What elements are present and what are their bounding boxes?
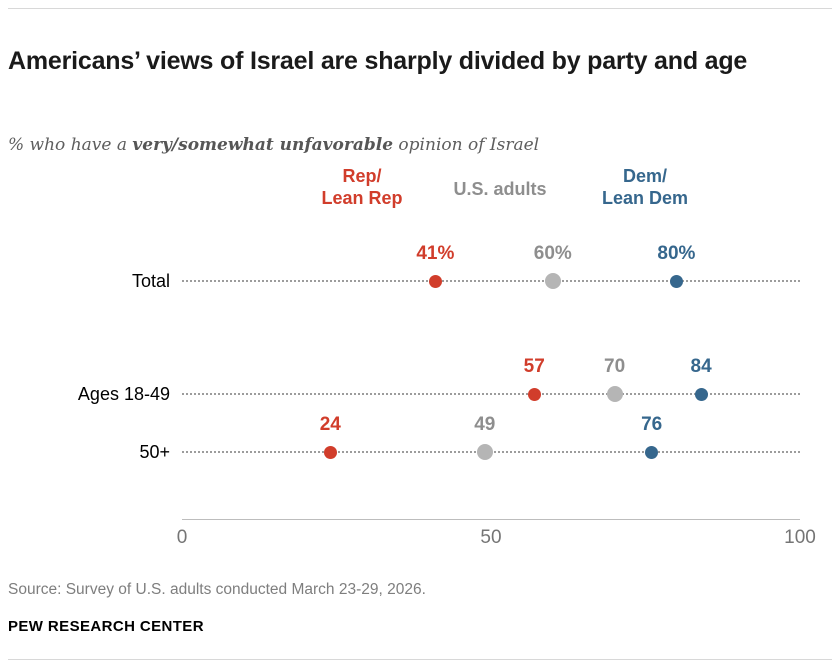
top-rule — [8, 8, 832, 9]
legend-dem-lean-dem: Dem/Lean Dem — [602, 166, 688, 210]
dot-rep-lean-rep — [527, 387, 541, 401]
dot-u-s-adults — [606, 386, 623, 402]
legend-line: Lean Dem — [601, 187, 689, 208]
legend-line: Lean Rep — [321, 187, 403, 208]
leader-line — [182, 393, 800, 395]
axis-tick: 0 — [176, 527, 188, 548]
leader-line — [182, 280, 800, 282]
dot-dem-lean-dem — [669, 274, 683, 288]
page-title: Americans’ views of Israel are sharply d… — [8, 46, 748, 75]
value-label: 70 — [604, 356, 626, 377]
row-label-ages-18-49: Ages 18-49 — [77, 384, 170, 404]
dot-rep-lean-rep — [428, 274, 442, 288]
dot-u-s-adults — [544, 273, 561, 289]
x-axis-line — [182, 519, 800, 520]
legend-rep-lean-rep: Rep/Lean Rep — [321, 166, 402, 210]
row-label-total: Total — [131, 271, 170, 291]
footer-brand: PEW RESEARCH CENTER — [8, 618, 204, 635]
value-label: 60% — [533, 243, 572, 264]
legend-u-s-adults: U.S. adults — [453, 179, 546, 201]
dot-u-s-adults — [476, 444, 493, 460]
dot-dem-lean-dem — [645, 445, 659, 459]
value-label: 49 — [474, 414, 496, 435]
value-label: 57 — [523, 356, 545, 377]
value-label: 84 — [690, 356, 712, 377]
axis-tick: 100 — [784, 527, 816, 548]
row-label-50-: 50+ — [139, 442, 170, 462]
value-label: 24 — [319, 414, 341, 435]
value-label: 76 — [641, 414, 663, 435]
subtitle-emphasis: very/somewhat unfavorable — [132, 135, 394, 155]
subtitle-suffix: opinion of Israel — [393, 135, 540, 155]
dot-dem-lean-dem — [694, 387, 708, 401]
legend-line: Dem/ — [622, 166, 667, 186]
bottom-rule — [8, 659, 832, 660]
source-note: Source: Survey of U.S. adults conducted … — [8, 580, 426, 598]
dot-rep-lean-rep — [323, 445, 337, 459]
subtitle-prefix: % who have a — [8, 135, 133, 155]
value-label: 80% — [657, 243, 696, 264]
value-label: 41% — [416, 243, 455, 264]
legend-line: Rep/ — [342, 166, 382, 186]
axis-tick: 50 — [480, 527, 502, 548]
legend-line: U.S. adults — [453, 179, 547, 199]
chart-subtitle: % who have a very/somewhat unfavorable o… — [8, 135, 539, 155]
